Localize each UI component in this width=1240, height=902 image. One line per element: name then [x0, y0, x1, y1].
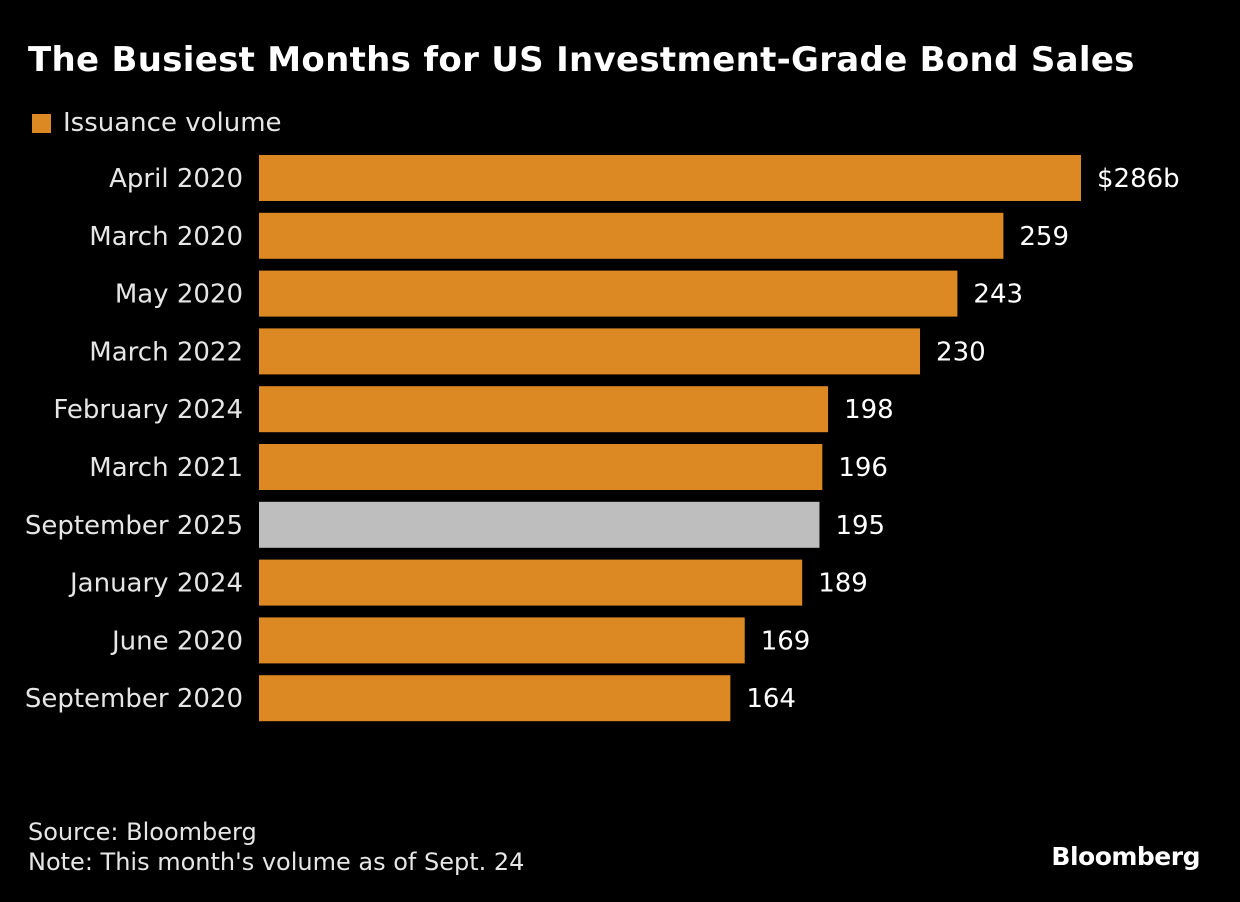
category-label: June 2020	[110, 626, 243, 656]
category-label: September 2020	[25, 684, 243, 714]
bar-chart: April 2020 $286b March 2020 259 May 2020 243 M…	[25, 155, 1180, 722]
category-label: May 2020	[115, 280, 243, 310]
legend-label: Issuance volume	[63, 108, 282, 138]
data-label: 196	[838, 453, 888, 483]
footer: Source: Bloomberg Note: This month's vol…	[28, 817, 524, 877]
legend: Issuance volume	[32, 108, 282, 138]
bar	[259, 212, 1004, 259]
data-label: 259	[1019, 222, 1069, 252]
source-note: Source: Bloomberg	[28, 818, 257, 846]
bloomberg-logo: Bloomberg	[1051, 842, 1200, 871]
data-label: 198	[844, 395, 894, 425]
data-label: 230	[936, 337, 986, 367]
bar	[259, 617, 745, 664]
chart-title: The Busiest Months for US Investment-Gra…	[28, 40, 1135, 80]
category-label: April 2020	[109, 164, 243, 194]
bar	[259, 444, 823, 490]
bar	[259, 155, 1081, 201]
bar	[259, 675, 731, 722]
category-label: March 2022	[89, 337, 243, 367]
data-label: 195	[835, 511, 885, 541]
data-label: 169	[761, 626, 811, 656]
footnote: Note: This month's volume as of Sept. 24	[28, 848, 525, 876]
legend-swatch	[32, 113, 51, 133]
data-label: 243	[973, 280, 1023, 310]
data-label: 164	[746, 684, 796, 714]
bar	[259, 386, 829, 433]
bar	[259, 559, 803, 606]
category-label: February 2024	[53, 395, 243, 425]
bar-highlighted	[259, 501, 820, 548]
data-label: 189	[818, 569, 868, 599]
category-label: January 2024	[68, 569, 243, 599]
bar	[259, 328, 921, 375]
data-label: $286b	[1097, 164, 1180, 194]
bar	[259, 270, 958, 317]
category-label: March 2021	[89, 453, 243, 483]
category-label: March 2020	[89, 222, 243, 252]
category-label: September 2025	[25, 511, 243, 541]
